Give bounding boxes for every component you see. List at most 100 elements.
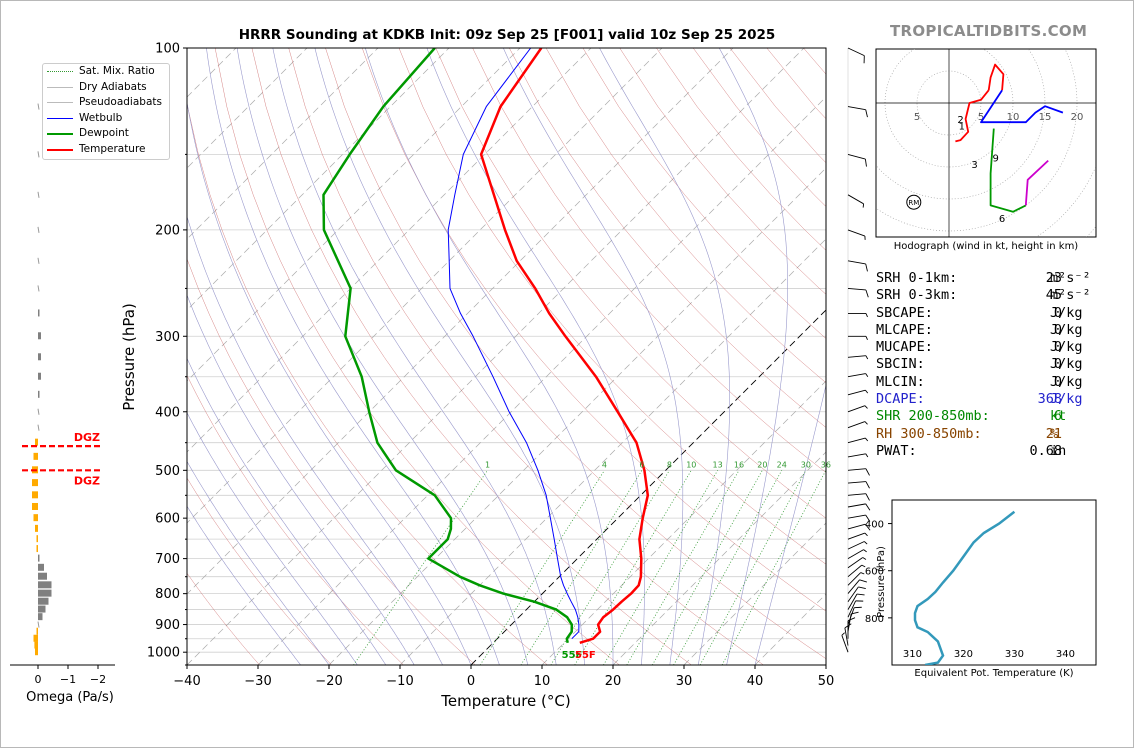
barb-half-flag	[865, 355, 869, 360]
wind-barb	[847, 468, 870, 476]
legend-item: Temperature	[43, 142, 169, 158]
omega-bar	[37, 285, 40, 292]
ept-ylabel: Pressure (hPa)	[876, 546, 887, 618]
barb-staff	[847, 564, 863, 578]
y-tick-label: 800	[155, 587, 180, 602]
x-tick-label: 50	[818, 674, 835, 689]
legend-label: Dry Adiabats	[79, 80, 147, 93]
barb-staff	[847, 405, 866, 413]
param-label: PWAT:	[876, 442, 917, 459]
isotherm	[541, 380, 826, 665]
isotherm	[187, 48, 521, 382]
barb-staff	[847, 600, 857, 618]
pseudoadiabat	[187, 294, 415, 665]
barb-flag	[865, 109, 868, 118]
barb-staff	[847, 389, 866, 396]
legend-item: Sat. Mix. Ratio	[43, 64, 169, 80]
barb-half-flag	[864, 236, 866, 240]
hodograph-height-label: 3	[971, 160, 977, 171]
dry-adiabat	[187, 477, 332, 665]
barb-staff	[844, 627, 849, 646]
omega-bar	[37, 424, 40, 431]
barb-flag	[858, 586, 866, 589]
param-row: SBCIN: 0 J/kg	[876, 356, 1096, 373]
wind-barb	[847, 229, 866, 240]
legend-label: Sat. Mix. Ratio	[79, 65, 155, 77]
mixing-ratio-label: 30	[801, 460, 811, 469]
wind-barb	[844, 623, 852, 646]
wind-barb	[847, 579, 867, 594]
barb-staff	[847, 106, 866, 111]
hodograph-ring-label: 5	[978, 112, 984, 123]
param-value: 6	[1053, 408, 1062, 425]
legend-item: Dewpoint	[43, 126, 169, 142]
barb-staff	[847, 503, 866, 508]
mixing-ratio-line	[651, 470, 763, 665]
barb-flag	[854, 606, 862, 609]
isotherm	[470, 309, 826, 665]
barb-staff	[847, 287, 866, 291]
omega-bar	[38, 563, 44, 571]
wind-barb	[847, 47, 865, 64]
dry-adiabat	[187, 101, 548, 665]
ept-y-tick-label: 800	[865, 614, 884, 625]
y-tick-label: 100	[155, 42, 180, 57]
param-row: SHR 200-850mb: 6 kt	[876, 408, 1096, 425]
omega-bar	[37, 257, 40, 264]
x-tick-label: 0	[467, 674, 475, 689]
ept-y-tick-label: 400	[865, 520, 884, 531]
barb-half-flag	[862, 203, 865, 208]
dry-adiabat	[214, 48, 620, 665]
omega-bar	[35, 438, 38, 446]
wind-barb	[847, 287, 869, 298]
ept-y-tick-label: 600	[865, 567, 884, 578]
legend-swatch	[47, 133, 73, 136]
mixing-ratio-line	[673, 470, 783, 665]
storm-motion-label: LM	[1030, 14, 1040, 22]
mixing-ratio-label: 24	[777, 460, 787, 469]
ept-x-tick-label: 330	[1005, 649, 1024, 660]
hodograph-frame	[875, 48, 1097, 238]
barb-staff	[847, 194, 864, 205]
pseudoadiabat	[426, 48, 645, 665]
pseudoadiabat	[206, 48, 500, 665]
omega-bar	[38, 589, 52, 597]
skewt-plot-area	[187, 48, 826, 665]
param-unit: J/kg	[1050, 321, 1083, 338]
param-label: SRH 0-1km:	[876, 270, 958, 286]
barb-staff	[841, 635, 849, 653]
omega-bar	[37, 191, 40, 198]
storm-motion-marker	[906, 194, 922, 210]
barb-staff	[847, 453, 866, 458]
wind-barb	[847, 453, 869, 458]
mixing-ratio-label: 6	[639, 460, 644, 469]
hodograph-ring-label: 10	[1007, 112, 1020, 123]
ept-xlabel: Equivalent Pot. Temperature (K)	[914, 668, 1074, 679]
legend-item: Pseudoadiabats	[43, 95, 169, 111]
isotherm	[187, 48, 805, 665]
param-unit: J/kg	[1050, 391, 1083, 408]
barb-staff	[847, 572, 862, 586]
ept-frame	[891, 499, 1097, 666]
wind-barb	[847, 373, 869, 378]
param-value: 0	[1053, 373, 1062, 390]
barb-staff	[847, 260, 866, 265]
barb-staff	[847, 557, 864, 569]
pseudoadiabat	[503, 48, 684, 665]
barb-staff	[847, 532, 866, 540]
wind-barb	[847, 106, 868, 118]
omega-bar	[35, 524, 38, 532]
dry-adiabat	[325, 48, 826, 659]
param-value: 368	[1037, 391, 1062, 408]
barb-staff	[847, 593, 858, 610]
pseudoadiabat	[187, 100, 472, 665]
wind-barb	[847, 503, 871, 511]
dry-adiabat	[288, 48, 764, 665]
barb-staff	[847, 153, 866, 160]
param-row: MLCIN: 0 J/kg	[876, 374, 1096, 391]
wind-barb	[847, 572, 865, 586]
wind-barb	[847, 153, 867, 167]
barb-flag	[856, 593, 865, 596]
y-tick-label: 900	[155, 618, 180, 633]
legend-swatch	[47, 102, 73, 104]
